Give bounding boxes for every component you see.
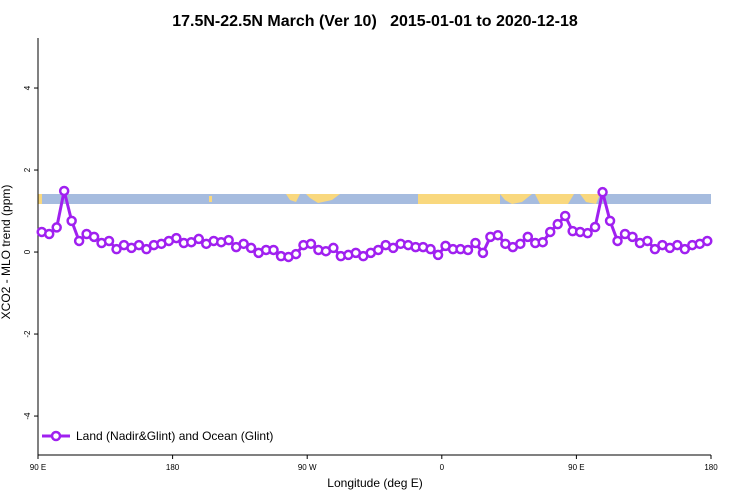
- land-band: [418, 194, 500, 204]
- land-ocean-band: [38, 194, 711, 204]
- y-tick-label: 0: [23, 249, 32, 254]
- y-axis-label: XCO2 - MLO trend (ppm): [0, 185, 13, 320]
- x-tick-label: 90 E: [30, 463, 46, 472]
- chart-title: 17.5N-22.5N March (Ver 10) 2015-01-01 to…: [172, 13, 578, 30]
- point: [268, 244, 279, 256]
- land-band: [209, 196, 212, 202]
- point: [328, 242, 339, 254]
- point: [672, 239, 683, 251]
- point: [470, 237, 481, 249]
- point: [73, 235, 85, 247]
- point: [223, 234, 234, 246]
- land-band: [306, 194, 340, 203]
- point: [679, 243, 691, 255]
- y-tick-label: 4: [23, 85, 32, 90]
- point: [537, 236, 548, 248]
- point: [290, 248, 302, 260]
- point: [305, 238, 317, 250]
- point: [387, 242, 399, 254]
- point: [627, 231, 638, 243]
- x-tick-label: 0: [440, 463, 445, 472]
- point: [552, 218, 563, 230]
- point: [649, 243, 661, 255]
- land-band: [535, 194, 574, 204]
- point: [171, 232, 182, 244]
- y-tick-label: -4: [23, 412, 32, 420]
- point: [582, 227, 593, 239]
- x-axis-label: Longitude (deg E): [327, 476, 422, 490]
- point: [103, 235, 115, 247]
- land-band: [500, 194, 532, 204]
- point: [612, 235, 623, 247]
- point: [372, 244, 384, 256]
- ocean-band: [38, 194, 711, 204]
- point: [515, 238, 526, 250]
- point: [238, 238, 249, 250]
- land-band: [286, 194, 300, 202]
- y-tick-label: 2: [23, 167, 32, 172]
- point: [425, 243, 436, 255]
- point: [51, 222, 62, 233]
- point: [133, 239, 145, 251]
- point: [522, 231, 534, 243]
- legend-marker: [50, 430, 62, 442]
- point: [604, 215, 616, 227]
- x-tick-label: 180: [166, 463, 180, 472]
- point: [477, 247, 489, 259]
- x-tick-label: 180: [704, 463, 718, 472]
- point: [597, 186, 608, 198]
- point: [88, 231, 100, 243]
- legend-label: Land (Nadir&Glint) and Ocean (Glint): [76, 429, 273, 443]
- point: [141, 243, 152, 255]
- point: [544, 226, 556, 238]
- point: [462, 244, 474, 256]
- x-tick-label: 90 W: [298, 463, 317, 472]
- y-tick-label: -2: [23, 330, 32, 338]
- point: [432, 249, 444, 261]
- point: [642, 235, 653, 247]
- point: [193, 233, 205, 245]
- point: [43, 228, 55, 240]
- point: [66, 215, 77, 227]
- point: [559, 210, 571, 222]
- point: [589, 221, 601, 233]
- point: [245, 242, 257, 254]
- point: [702, 235, 713, 247]
- point: [492, 229, 504, 241]
- legend: Land (Nadir&Glint) and Ocean (Glint): [42, 429, 273, 443]
- point: [58, 185, 70, 197]
- x-tick-label: 90 E: [568, 463, 584, 472]
- land-band: [38, 194, 42, 204]
- land-band: [580, 194, 600, 204]
- point: [111, 243, 122, 255]
